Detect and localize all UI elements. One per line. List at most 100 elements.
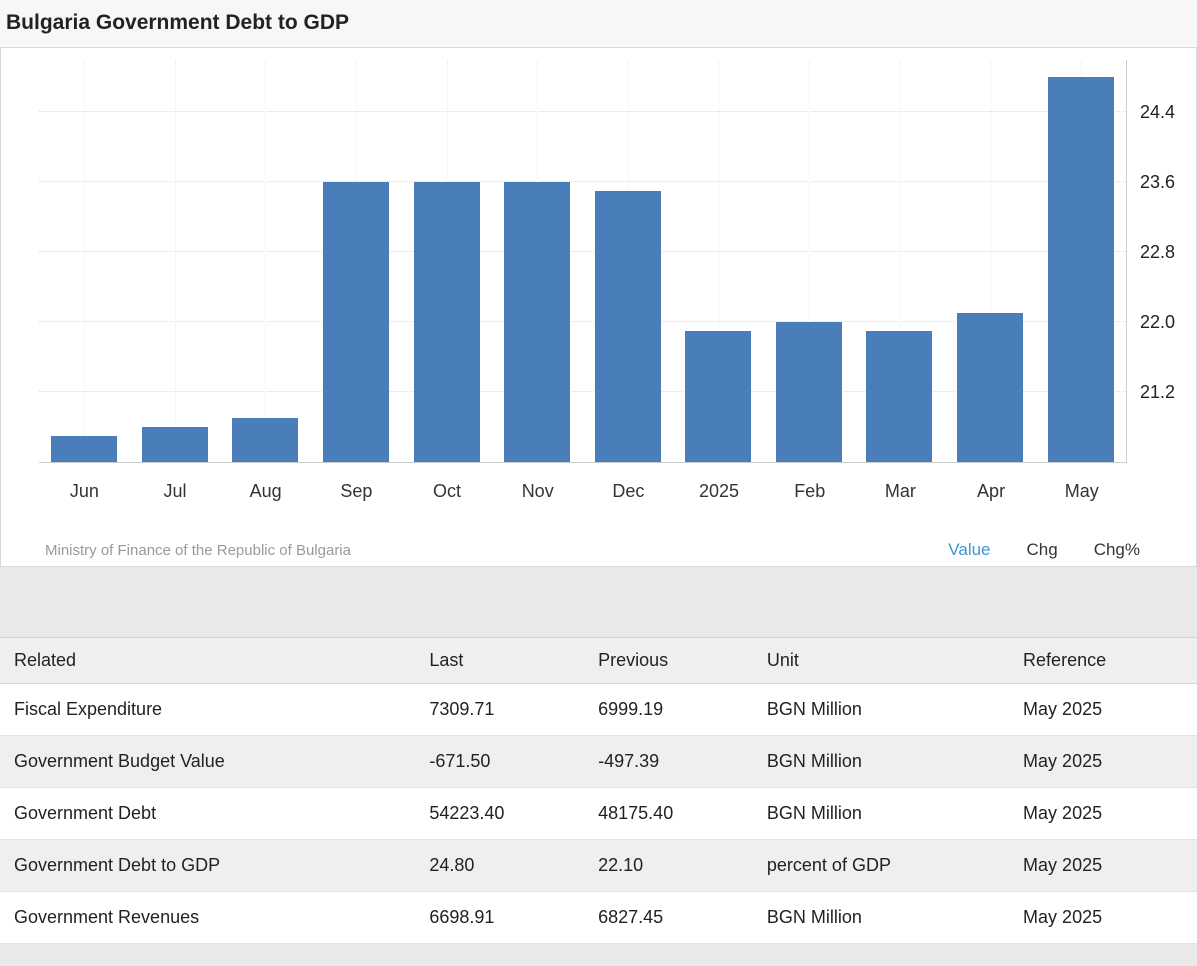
table-cell: BGN Million <box>752 683 1010 736</box>
bar-column[interactable] <box>854 60 945 462</box>
table-cell: 6827.45 <box>584 891 753 944</box>
table-cell: 54223.40 <box>415 787 585 840</box>
table-cell: 48175.40 <box>584 787 753 840</box>
page-title: Bulgaria Government Debt to GDP <box>0 0 1197 47</box>
bar[interactable] <box>232 418 299 462</box>
bar[interactable] <box>685 330 752 462</box>
gridline <box>39 251 1126 253</box>
table-row: Fiscal Expenditure 7309.71 6999.19 BGN Mill… <box>0 683 1197 736</box>
bar-column[interactable] <box>39 60 130 462</box>
bar[interactable] <box>957 313 1024 462</box>
table-header-row: Related Last Previous Unit Reference <box>0 637 1197 684</box>
indicator-link[interactable]: Government Debt to GDP <box>0 839 416 892</box>
bar-column[interactable] <box>1035 60 1126 462</box>
x-tick-label: Jul <box>163 481 187 501</box>
bar[interactable] <box>141 427 208 462</box>
bar-column[interactable] <box>945 60 1036 462</box>
value-mode-button[interactable]: Value <box>948 540 991 559</box>
x-tick-label: Sep <box>340 481 373 501</box>
bar[interactable] <box>594 191 661 462</box>
bar[interactable] <box>866 330 933 462</box>
table-cell: 24.80 <box>415 839 585 892</box>
table-cell: 7309.71 <box>415 683 585 736</box>
indicator-link[interactable]: Fiscal Expenditure <box>0 683 416 736</box>
x-tick-label: Mar <box>884 481 916 501</box>
y-tick-label: 22.0 <box>1140 312 1176 333</box>
bar[interactable] <box>51 435 118 462</box>
bar-column[interactable] <box>401 60 492 462</box>
chart-mode-toolbar: Value Chg Chg% <box>948 540 1140 560</box>
bar-column[interactable] <box>492 60 583 462</box>
table-cell: May 2025 <box>1009 891 1197 944</box>
x-tick-label: Apr <box>977 481 1006 501</box>
bar-column[interactable] <box>673 60 764 462</box>
y-axis: 21.2 22.0 22.8 23.6 24.4 <box>1130 60 1190 462</box>
chart-footer: Ministry of Finance of the Republic of B… <box>45 540 1140 560</box>
x-tick-label: Feb <box>794 481 826 501</box>
chart-plot <box>39 60 1127 463</box>
table-header-cell: Reference <box>1009 637 1197 684</box>
gridline <box>39 181 1126 183</box>
x-axis: Jun Jul Aug Sep Oct Nov Dec 2025 Feb Mar Apr May <box>39 472 1127 502</box>
table-cell: BGN Million <box>752 891 1010 944</box>
x-tick-label: May <box>1064 481 1099 501</box>
spacer <box>0 567 1197 637</box>
table-header-cell: Previous <box>584 637 753 684</box>
bar-column[interactable] <box>582 60 673 462</box>
table-cell: 22.10 <box>584 839 753 892</box>
bar-column[interactable] <box>311 60 402 462</box>
indicator-link[interactable]: Government Revenues <box>0 891 416 944</box>
bar[interactable] <box>1047 77 1114 462</box>
y-tick-label: 24.4 <box>1140 102 1176 123</box>
x-tick-label: Dec <box>612 481 645 501</box>
table-cell: May 2025 <box>1009 683 1197 736</box>
chart-card: 21.2 22.0 22.8 23.6 24.4 Jun Jul Aug Sep Oct Nov D… <box>0 47 1197 567</box>
table-cell: percent of GDP <box>752 839 1010 892</box>
gridline <box>39 391 1126 393</box>
table-header-cell: Related <box>0 637 416 684</box>
bar[interactable] <box>775 322 842 462</box>
table-row: Government Budget Value -671.50 -497.39 BGN… <box>0 735 1197 788</box>
bar[interactable] <box>413 182 480 462</box>
vertical-gridline <box>265 60 267 462</box>
chg-mode-button[interactable]: Chg <box>1026 540 1058 559</box>
y-tick-label: 22.8 <box>1140 242 1176 263</box>
bar-column[interactable] <box>764 60 855 462</box>
table-cell: 6999.19 <box>584 683 753 736</box>
table-header-cell: Last <box>415 637 585 684</box>
vertical-gridline <box>174 60 176 462</box>
vertical-gridline <box>899 60 901 462</box>
x-tick-label: Aug <box>249 481 282 501</box>
x-tick-label: 2025 <box>699 481 740 501</box>
table-body: Fiscal Expenditure 7309.71 6999.19 BGN Mill… <box>0 683 1197 944</box>
indicator-link[interactable]: Government Budget Value <box>0 735 416 788</box>
chgpct-mode-button[interactable]: Chg% <box>1093 540 1140 559</box>
table-cell: May 2025 <box>1009 839 1197 892</box>
table-cell: May 2025 <box>1009 787 1197 840</box>
bar-column[interactable] <box>220 60 311 462</box>
vertical-gridline <box>990 60 992 462</box>
chart-bars <box>39 60 1126 462</box>
table-header-cell: Unit <box>752 637 1010 684</box>
bar[interactable] <box>504 182 571 462</box>
x-tick-label: Jun <box>69 481 99 501</box>
y-tick-label: 21.2 <box>1140 382 1176 403</box>
vertical-gridline <box>808 60 810 462</box>
gridline <box>39 111 1126 113</box>
table-cell: May 2025 <box>1009 735 1197 788</box>
table-cell: BGN Million <box>752 735 1010 788</box>
x-tick-label: Oct <box>433 481 462 501</box>
gridline <box>39 321 1126 323</box>
table-row: Government Revenues 6698.91 6827.45 BGN Mil… <box>0 891 1197 944</box>
bar[interactable] <box>323 182 390 462</box>
vertical-gridline <box>718 60 720 462</box>
table-cell: -671.50 <box>415 735 585 788</box>
vertical-gridline <box>84 60 86 462</box>
table-cell: 6698.91 <box>415 891 585 944</box>
table-cell: -497.39 <box>584 735 753 788</box>
bar-column[interactable] <box>130 60 221 462</box>
y-tick-label: 23.6 <box>1140 172 1176 193</box>
related-indicators-table: Related Last Previous Unit Reference Fiscal … <box>0 637 1197 944</box>
table-row: Government Debt 54223.40 48175.40 BGN Milli… <box>0 787 1197 840</box>
indicator-link[interactable]: Government Debt <box>0 787 416 840</box>
